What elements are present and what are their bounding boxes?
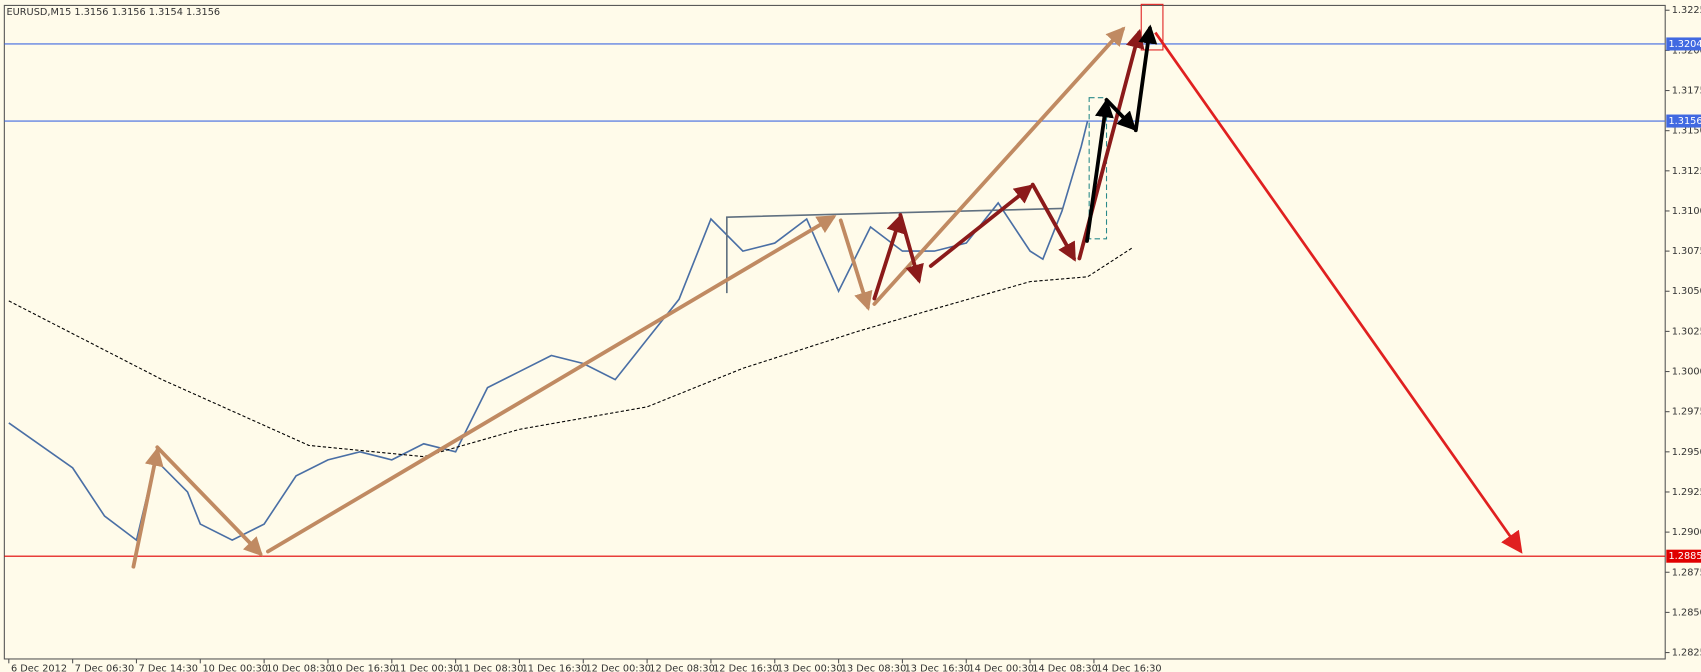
x-tick-label: 10 Dec 16:30: [330, 664, 396, 672]
x-tick-label: 10 Dec 00:30: [202, 664, 268, 672]
y-tick-label: 1.2900: [1672, 527, 1701, 538]
y-tick-label: 1.3025: [1672, 326, 1701, 337]
arrow: [872, 213, 905, 301]
arrow: [838, 218, 873, 311]
y-tick-label: 1.2975: [1672, 407, 1701, 418]
y-tick-label: 1.3000: [1672, 367, 1701, 378]
x-tick-label: 14 Dec 16:30: [1096, 664, 1162, 672]
forecast-arrow: [1154, 31, 1523, 554]
y-tick-label: 1.3125: [1672, 166, 1701, 177]
x-tick-label: 7 Dec 14:30: [139, 664, 198, 672]
x-tick-label: 6 Dec 2012: [11, 664, 67, 672]
x-tick-label: 12 Dec 08:30: [649, 664, 715, 672]
arrow: [1085, 98, 1114, 243]
x-tick-label: 12 Dec 16:30: [713, 664, 779, 672]
x-tick-label: 12 Dec 00:30: [585, 664, 651, 672]
y-tick-label: 1.3075: [1672, 246, 1701, 257]
y-tick-label: 1.2875: [1672, 567, 1701, 578]
x-tick-label: 7 Dec 06:30: [75, 664, 134, 672]
arrow: [872, 26, 1126, 306]
y-tick-label: 1.3100: [1672, 206, 1701, 217]
price-tag-label: 1.2885: [1668, 551, 1701, 562]
arrow: [1030, 182, 1076, 262]
x-tick-label: 11 Dec 16:30: [522, 664, 588, 672]
plot-frame: [3, 4, 1666, 660]
arrow: [1133, 24, 1158, 133]
y-tick-label: 1.3175: [1672, 86, 1701, 97]
resistance-line: [726, 207, 1064, 294]
arrow: [898, 213, 924, 284]
x-tick-label: 14 Dec 00:30: [968, 664, 1034, 672]
y-tick-label: 1.3050: [1672, 286, 1701, 297]
x-tick-label: 13 Dec 16:30: [905, 664, 971, 672]
x-tick-label: 11 Dec 08:30: [458, 664, 524, 672]
moving-average: [8, 247, 1133, 458]
arrow: [1104, 97, 1137, 131]
y-tick-label: 1.2950: [1672, 447, 1701, 458]
arrow: [266, 215, 837, 554]
x-tick-label: 10 Dec 08:30: [266, 664, 332, 672]
y-tick-label: 1.3200: [1672, 45, 1701, 56]
y-tick-label: 1.2850: [1672, 607, 1701, 618]
price-tag: [1666, 37, 1701, 51]
price-tag-label: 1.3204: [1668, 39, 1701, 50]
y-tick-label: 1.2925: [1672, 487, 1701, 498]
y-tick-label: 1.3150: [1672, 126, 1701, 137]
price-tag: [1666, 549, 1701, 563]
y-tick-label: 1.2825: [1672, 648, 1701, 659]
price-tag-label: 1.3156: [1668, 116, 1701, 127]
x-tick-label: 13 Dec 00:30: [777, 664, 843, 672]
arrow: [928, 184, 1034, 268]
y-tick-label: 1.3225: [1672, 5, 1701, 16]
price-tag: [1666, 114, 1701, 128]
arrow: [155, 445, 263, 557]
arrow: [131, 446, 164, 569]
x-tick-label: 13 Dec 08:30: [841, 664, 907, 672]
chart-title: EURUSD,M15 1.3156 1.3156 1.3154 1.3156: [7, 7, 221, 18]
x-tick-label: 11 Dec 00:30: [394, 664, 460, 672]
x-tick-label: 14 Dec 08:30: [1032, 664, 1098, 672]
drawings: [131, 3, 1523, 569]
